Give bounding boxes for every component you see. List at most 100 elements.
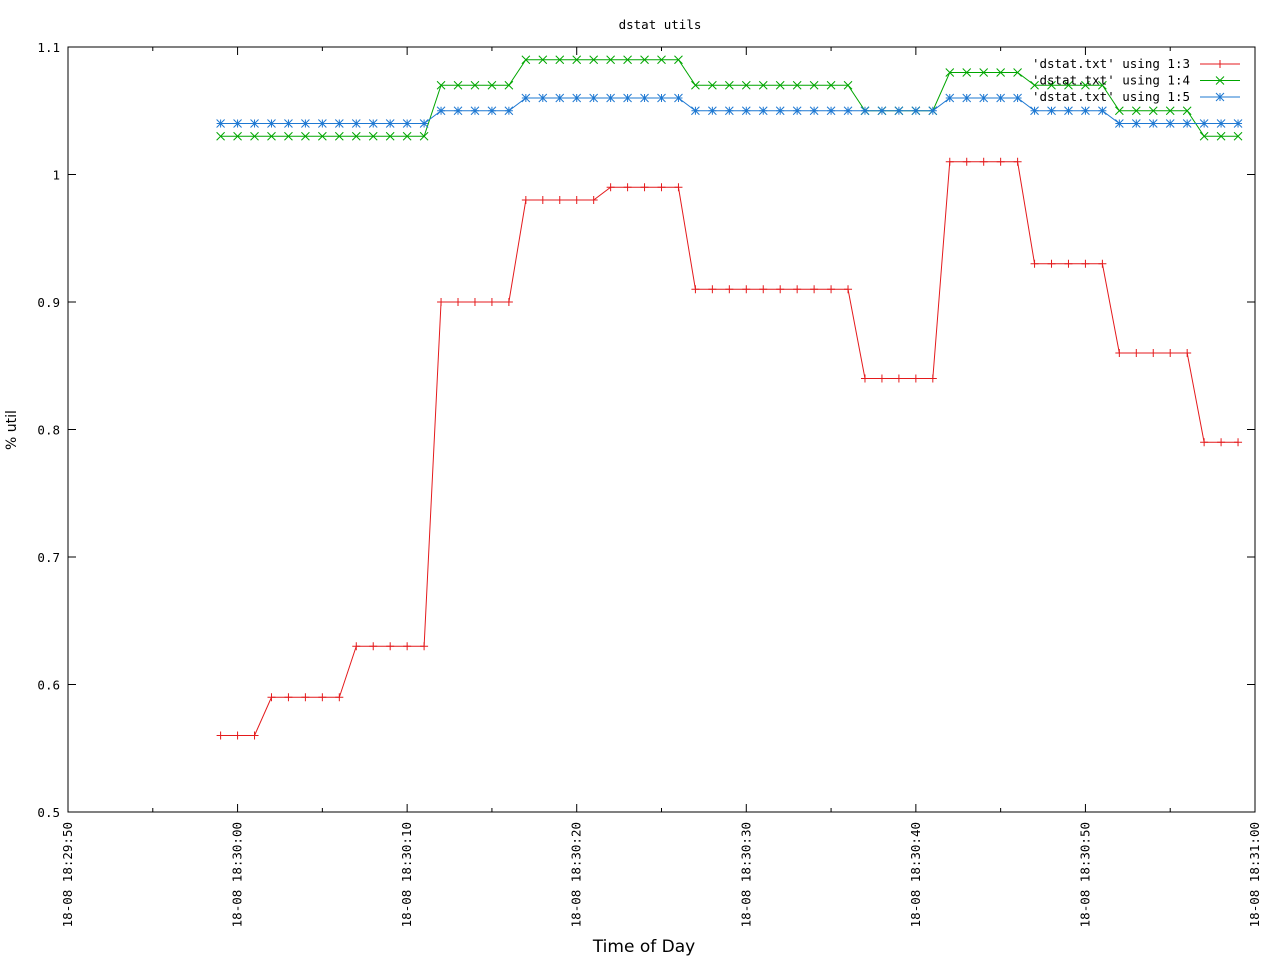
data-point: [487, 80, 497, 90]
axis-ticks: [67, 46, 1256, 813]
data-point: [708, 106, 717, 116]
data-point: [1081, 259, 1090, 268]
data-point: [843, 106, 853, 116]
data-point: [844, 285, 853, 294]
data-point: [318, 693, 327, 702]
data-point: [860, 374, 869, 383]
data-point: [420, 642, 429, 651]
data-point: [334, 119, 344, 128]
data-point: [368, 119, 378, 128]
series-3: [216, 93, 1243, 128]
data-point: [1064, 106, 1073, 116]
data-point: [1217, 438, 1226, 447]
data-point: [1165, 119, 1175, 128]
data-point: [724, 106, 734, 116]
data-point: [1216, 119, 1226, 128]
data-point: [640, 55, 649, 65]
data-point: [1013, 68, 1022, 77]
data-point: [1114, 119, 1124, 128]
data-point: [419, 119, 429, 128]
data-point: [402, 131, 412, 141]
data-point: [352, 642, 361, 651]
data-point: [437, 298, 446, 306]
data-point: [386, 642, 395, 651]
data-point: [436, 106, 446, 116]
data-point: [1148, 106, 1158, 116]
data-point: [623, 93, 632, 103]
data-point: [402, 119, 412, 128]
data-point: [826, 80, 836, 90]
data-point: [470, 80, 480, 90]
x-tick-label: 18-08 18:30:10: [399, 822, 414, 927]
data-point: [1047, 106, 1056, 116]
data-point: [216, 131, 225, 141]
data-point: [1216, 131, 1226, 141]
series-1: [216, 157, 1243, 740]
data-point: [1047, 80, 1056, 90]
data-point: [538, 93, 548, 103]
data-point: [589, 93, 599, 103]
data-point: [504, 298, 513, 306]
data-point: [368, 131, 378, 141]
data-point: [928, 106, 938, 116]
x-tick-label: 18-08 18:30:20: [569, 822, 584, 927]
data-point: [962, 157, 971, 166]
x-tick-label: 18-08 18:31:00: [1247, 822, 1262, 927]
data-point: [1233, 131, 1243, 141]
series-layer: [216, 55, 1243, 740]
data-point: [555, 55, 565, 65]
data-point: [928, 374, 937, 383]
data-point: [962, 68, 972, 77]
data-point: [351, 119, 361, 128]
data-point: [284, 131, 293, 141]
data-point: [945, 157, 954, 166]
data-point: [1030, 80, 1039, 90]
data-point: [810, 285, 819, 294]
data-point: [742, 285, 751, 294]
data-point: [640, 93, 649, 103]
data-point: [555, 196, 564, 204]
data-point: [979, 157, 988, 166]
data-point: [1030, 259, 1039, 268]
data-point: [775, 80, 785, 90]
data-point: [1166, 349, 1175, 357]
data-point: [250, 131, 259, 141]
data-point: [996, 93, 1005, 103]
data-point: [487, 298, 496, 306]
data-point: [708, 285, 717, 294]
x-tick-label: 18-08 18:30:50: [1077, 822, 1092, 927]
data-point: [826, 106, 836, 116]
data-point: [572, 93, 582, 103]
data-point: [945, 68, 955, 77]
legend-marker: [1215, 92, 1225, 102]
data-point: [827, 285, 836, 294]
data-point: [1098, 106, 1107, 116]
data-point: [267, 131, 276, 141]
data-point: [572, 196, 581, 204]
data-point: [301, 693, 310, 702]
data-point: [843, 80, 853, 90]
x-tick-label: 18-08 18:30:30: [738, 822, 753, 927]
data-point: [1131, 106, 1141, 116]
data-point: [385, 119, 395, 128]
x-tick-label: 18-08 18:30:00: [230, 822, 245, 927]
data-point: [691, 106, 700, 116]
data-point: [1165, 106, 1175, 116]
data-point: [1148, 119, 1158, 128]
plot-frame: [67, 46, 1256, 813]
data-point: [809, 80, 819, 90]
data-point: [1081, 80, 1090, 90]
y-tick-label: 0.5: [37, 805, 60, 820]
data-point: [284, 693, 293, 702]
y-tick-label: 1.1: [37, 40, 60, 55]
legend-marker: [1216, 60, 1224, 68]
data-point: [521, 93, 531, 103]
data-point: [216, 119, 225, 128]
x-axis-label: Time of Day: [592, 937, 695, 957]
data-point: [284, 119, 293, 128]
data-point: [606, 93, 615, 103]
data-point: [419, 131, 429, 141]
data-point: [759, 285, 768, 294]
data-point: [725, 285, 734, 294]
y-tick-label: 0.9: [37, 295, 60, 310]
